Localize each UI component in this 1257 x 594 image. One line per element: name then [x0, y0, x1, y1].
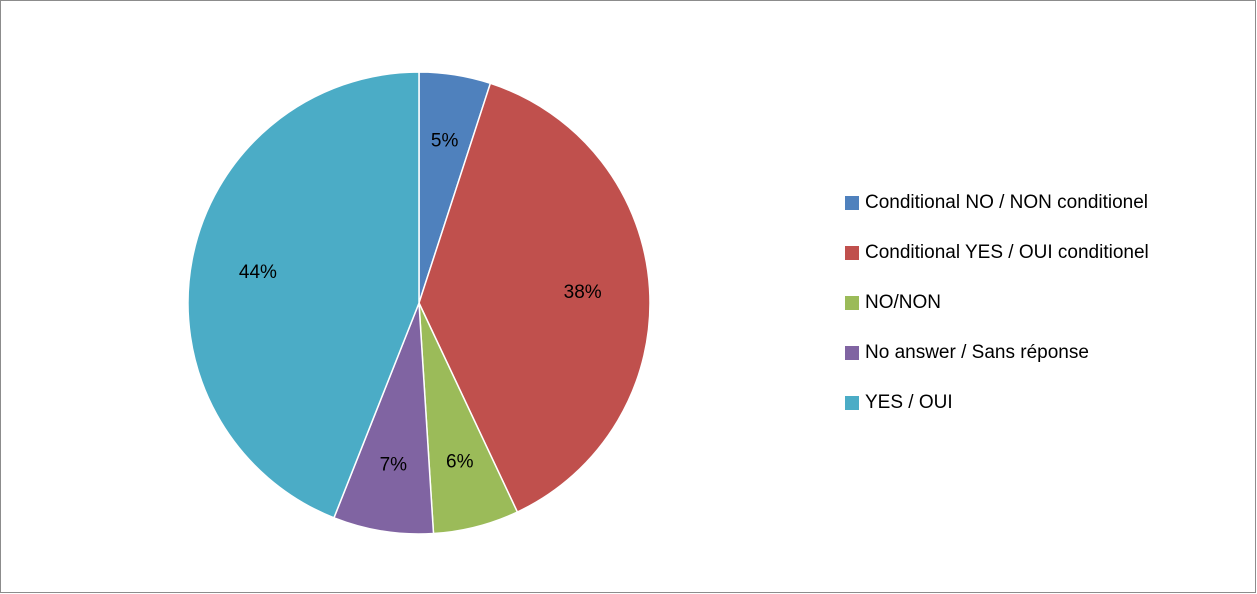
legend-swatch [845, 196, 859, 210]
slice-label-2: 38% [564, 282, 602, 303]
legend-swatch [845, 246, 859, 260]
legend-item-4: No answer / Sans réponse [845, 341, 1149, 365]
legend-label: YES / OUI [865, 392, 953, 413]
legend-item-5: YES / OUI [845, 391, 1149, 415]
pie-labels: 5% 38% 6% 7% 44% [239, 131, 602, 476]
legend-swatch [845, 346, 859, 360]
legend-label: No answer / Sans réponse [865, 342, 1089, 363]
legend-swatch [845, 396, 859, 410]
slice-label-1: 5% [431, 131, 459, 152]
legend-item-1: Conditional NO / NON conditionel [845, 191, 1149, 215]
legend-label: Conditional NO / NON conditionel [865, 192, 1149, 213]
legend-item-3: NO/NON [845, 291, 1149, 315]
slice-label-5: 44% [239, 262, 277, 283]
legend-swatch [845, 296, 859, 310]
legend-item-2: Conditional YES / OUI conditionel [845, 241, 1149, 265]
pie-slice-4 [332, 302, 435, 535]
pie-slice-5 [187, 71, 420, 519]
legend-label: Conditional YES / OUI conditionel [865, 242, 1149, 263]
legend-label: NO/NON [865, 292, 941, 313]
slice-label-3: 6% [446, 451, 474, 472]
slice-label-4: 7% [380, 454, 408, 475]
pie-slice-2 [418, 82, 651, 514]
pie-slices [187, 71, 651, 535]
legend: Conditional NO / NON conditionel Conditio… [845, 191, 1149, 441]
